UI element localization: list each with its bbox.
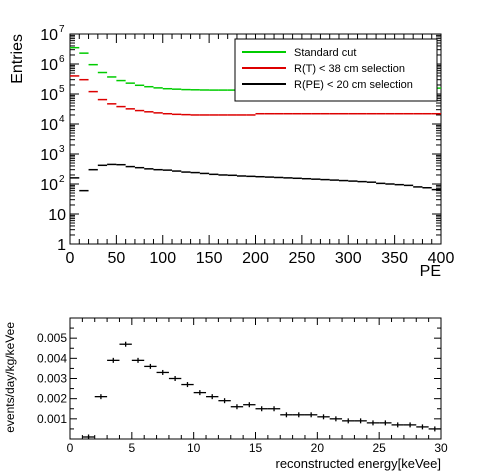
data-point <box>94 394 108 400</box>
y-tick-label: 10 <box>40 87 58 104</box>
y-tick-exponent: 3 <box>59 144 65 155</box>
x-axis-title: reconstructed energy[keVee] <box>276 456 442 471</box>
x-tick-label: 0 <box>66 250 75 267</box>
data-point <box>304 412 318 418</box>
y-tick-exponent: 5 <box>59 84 65 95</box>
series-3 <box>70 163 441 192</box>
x-tick-label: 50 <box>107 250 125 267</box>
data-point <box>230 404 244 410</box>
y-tick-label: 0.004 <box>37 351 67 365</box>
x-axis-title: PE <box>420 263 441 280</box>
data-point <box>156 369 169 375</box>
x-tick-label: 25 <box>372 441 386 455</box>
y-tick-exponent: 2 <box>59 174 65 185</box>
data-point <box>280 412 293 418</box>
data-point <box>428 426 441 432</box>
legend-label: Standard cut <box>294 47 356 59</box>
data-point <box>403 422 417 428</box>
data-point <box>317 414 330 420</box>
legend-label: R(PE) < 20 cm selection <box>294 79 413 91</box>
x-tick-label: 350 <box>381 250 408 267</box>
x-tick-label: 200 <box>242 250 269 267</box>
data-point <box>144 363 157 369</box>
x-tick-label: 300 <box>335 250 362 267</box>
x-tick-label: 250 <box>289 250 316 267</box>
y-tick-label: 10 <box>40 147 58 164</box>
data-point <box>379 420 392 426</box>
y-tick-label: 10 <box>40 57 58 74</box>
y-tick-exponent: 4 <box>59 114 65 125</box>
event-rate-vs-energy-chart: 0 5 10 15 20 25 30 0.001 0.002 0.003 0.004 0.005 rec… <box>3 317 448 471</box>
legend: Standard cut R(T) < 38 cm selection R(PE) … <box>234 38 438 102</box>
data-point <box>168 376 182 381</box>
data-point <box>366 420 380 426</box>
data-point <box>292 412 305 418</box>
x-tick-label: 150 <box>196 250 223 267</box>
data-point <box>329 416 343 422</box>
series-2 <box>70 75 441 116</box>
y-tick-label: 0.001 <box>37 412 67 426</box>
y-tick-label: 10 <box>40 117 58 134</box>
y-tick-label: 10 <box>40 177 58 194</box>
y-tick-label: 0.002 <box>37 392 67 406</box>
x-tick-label: 5 <box>128 441 135 455</box>
data-point <box>354 418 367 424</box>
y-tick-label: 1 <box>57 237 66 254</box>
x-tick-label: 100 <box>149 250 176 267</box>
y-tick-label: 0.003 <box>37 372 67 386</box>
data-point <box>391 422 404 428</box>
series-1 <box>82 341 441 440</box>
data-point <box>181 382 194 388</box>
data-point <box>243 402 256 408</box>
data-point <box>82 434 95 440</box>
y-axis-title: events/day/kg/keVee <box>3 322 17 433</box>
y-tick-label: 0.005 <box>37 331 67 345</box>
x-tick-label: 400 <box>428 250 455 267</box>
y-tick-exponent: 6 <box>59 54 65 65</box>
data-point <box>206 394 219 400</box>
data-point <box>193 390 207 396</box>
x-tick-label: 20 <box>311 441 325 455</box>
legend-box <box>234 38 438 102</box>
data-point <box>119 341 132 347</box>
x-tick-label: 30 <box>434 441 448 455</box>
data-point <box>107 357 120 363</box>
data-point <box>342 418 355 424</box>
x-tick-label: 10 <box>187 441 201 455</box>
y-axis-title: Entries <box>9 34 26 84</box>
y-tick-label: 10 <box>40 27 58 44</box>
data-point <box>218 398 231 404</box>
data-point <box>131 357 145 363</box>
data-point <box>255 406 268 412</box>
data-point <box>267 406 281 412</box>
data-point <box>416 424 429 430</box>
legend-label: R(T) < 38 cm selection <box>294 63 405 75</box>
y-tick-label: 10 <box>48 207 66 224</box>
y-tick-exponent: 7 <box>59 24 65 35</box>
x-tick-label: 15 <box>249 441 263 455</box>
x-tick-label: 0 <box>67 441 74 455</box>
